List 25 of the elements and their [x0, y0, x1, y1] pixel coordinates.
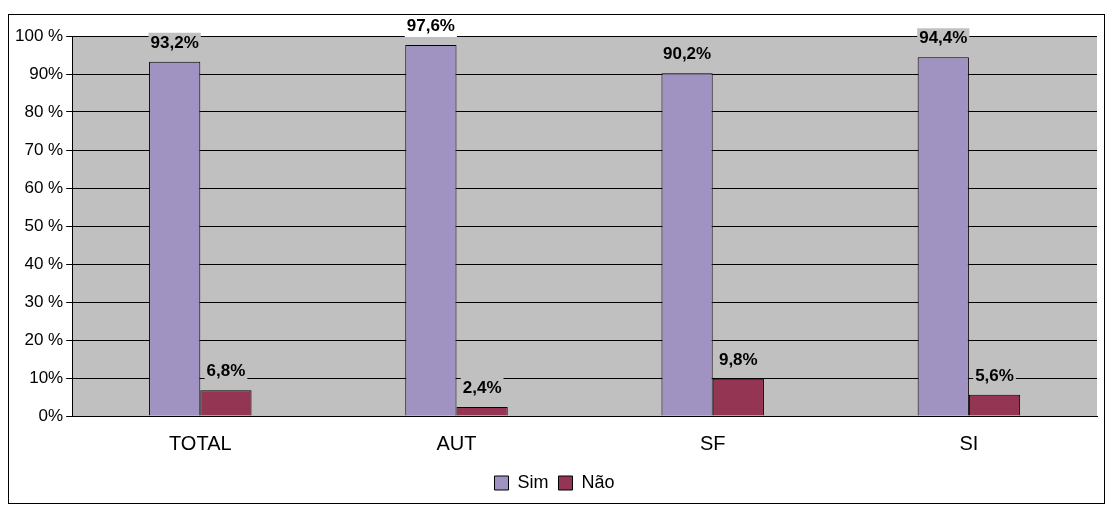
x-tick-label: SI: [959, 431, 979, 454]
y-tick-label: 90%: [29, 63, 64, 83]
legend-label: Não: [581, 471, 615, 492]
y-tick-label: 10%: [29, 367, 64, 387]
y-tick-label: 50 %: [24, 215, 64, 235]
y-tick-label: 80 %: [24, 101, 64, 121]
data-label: 2,4%: [462, 378, 502, 398]
y-tick-label: 40 %: [24, 253, 64, 273]
data-label: 5,6%: [975, 365, 1014, 385]
x-tick-label: AUT: [436, 431, 477, 454]
y-tick-label: 0%: [38, 405, 64, 425]
y-tick-label: 70 %: [24, 139, 64, 159]
data-label: 9,8%: [718, 349, 758, 369]
legend-label: Sim: [517, 471, 549, 492]
x-tick-label: SF: [699, 431, 726, 454]
data-label: 94,4%: [919, 28, 968, 48]
data-label: 90,2%: [662, 44, 712, 64]
y-tick-label: 100 %: [15, 25, 64, 45]
data-label: 93,2%: [150, 33, 199, 53]
y-tick-label: 60 %: [24, 177, 64, 197]
data-label: 97,6%: [406, 16, 455, 36]
y-tick-label: 30 %: [24, 291, 64, 311]
y-tick-label: 20 %: [24, 329, 64, 349]
x-tick-label: TOTAL: [169, 431, 232, 454]
data-label: 6,8%: [206, 361, 246, 381]
